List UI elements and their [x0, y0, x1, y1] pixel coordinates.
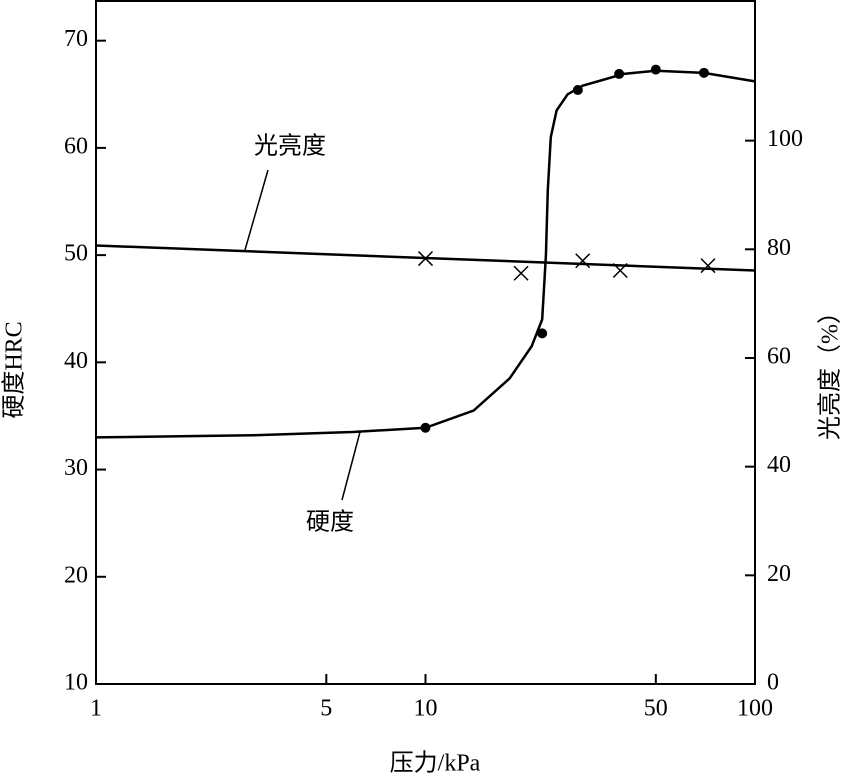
y-tick-label: 50	[64, 241, 88, 267]
series-line	[95, 69, 756, 439]
series-annotation: 硬度	[306, 509, 354, 536]
data-point	[417, 251, 434, 267]
y-axis-label: 硬度HRC	[1, 321, 28, 418]
series-annotation: 光亮度	[254, 133, 326, 160]
x-tick-label: 5	[320, 696, 332, 722]
y2-tick-label: 20	[767, 561, 791, 587]
x-tick-label: 1	[90, 696, 102, 722]
y2-tick-label: 40	[767, 452, 791, 478]
data-point	[572, 84, 583, 95]
y2-axis-label: 光亮度（%）	[817, 300, 844, 440]
data-point	[537, 328, 548, 339]
y-tick-label: 10	[64, 670, 88, 696]
data-point	[700, 258, 716, 274]
y-tick-label: 30	[64, 455, 88, 481]
x-tick-label: 100	[737, 696, 773, 722]
y2-tick-label: 100	[767, 126, 803, 152]
annotation-leader	[244, 169, 269, 251]
y2-tick-label: 60	[767, 343, 791, 369]
y2-tick-label: 80	[767, 235, 791, 261]
data-point	[575, 253, 591, 269]
data-point	[614, 68, 625, 79]
plot-frame	[95, 0, 756, 685]
y-tick-label: 70	[64, 26, 88, 52]
y-tick-label: 60	[64, 133, 88, 159]
x-tick-label: 50	[644, 696, 668, 722]
data-point	[698, 67, 709, 78]
data-point	[420, 422, 431, 433]
y2-tick-label: 0	[767, 670, 779, 696]
data-point	[513, 265, 529, 281]
data-point	[612, 262, 628, 279]
annotation-leader	[341, 431, 361, 501]
data-point	[650, 64, 661, 75]
y-tick-label: 20	[64, 562, 88, 588]
x-axis-label: 压力/kPa	[390, 750, 481, 777]
y-tick-label: 40	[64, 348, 88, 374]
x-tick-label: 10	[414, 696, 438, 722]
